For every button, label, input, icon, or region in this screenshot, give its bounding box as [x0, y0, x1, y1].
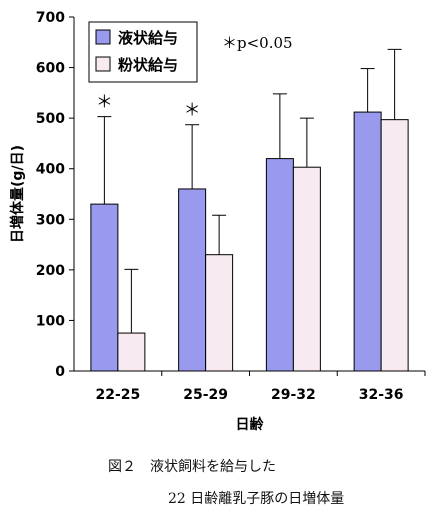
legend-swatch	[95, 56, 111, 72]
bar	[353, 111, 382, 372]
y-tick-label: 600	[36, 61, 65, 77]
figure-caption-line-1: 図２ 液状飼料を給与した	[108, 459, 276, 475]
x-tick-label: 25-29	[183, 387, 228, 403]
bar	[265, 158, 294, 372]
bar-chart: 0 100 200 300 400 500 600 700 22-25 ＊ 25-29 ＊ 29-32 3…	[9, 10, 426, 433]
p-value-annotation: ＊p<0.05	[222, 34, 293, 52]
y-tick-label: 0	[55, 364, 65, 380]
legend-label: 粉状給与	[118, 56, 178, 74]
y-axis-title: 日増体量(g/日)	[9, 145, 26, 243]
x-tick-label: 32-36	[359, 387, 404, 403]
y-tick-label: 200	[36, 263, 65, 279]
legend-label: 液状給与	[118, 29, 178, 47]
bar	[380, 119, 409, 372]
y-tick-label: 500	[36, 111, 65, 127]
bar	[90, 203, 119, 372]
chart: 0 100 200 300 400 500 600 700 22-25 ＊ 25-29 ＊ 29-32 3…	[9, 10, 426, 433]
x-axis-title: 日齢	[236, 416, 265, 433]
x-tick-label: 29-32	[271, 387, 316, 403]
bar	[178, 188, 207, 372]
bar	[292, 166, 321, 372]
significance-mark: ＊	[96, 93, 113, 113]
figure-caption-line-2: 22 日齢離乳子豚の日増体量	[168, 491, 345, 507]
bar	[205, 254, 234, 372]
x-tick-label: 22-25	[95, 387, 140, 403]
y-tick-label: 400	[36, 162, 65, 178]
bar	[117, 332, 146, 372]
y-tick-label: 100	[36, 313, 65, 329]
legend-swatch	[95, 29, 111, 45]
significance-mark: ＊	[184, 101, 201, 121]
y-tick-label: 300	[36, 212, 65, 228]
y-tick-label: 700	[36, 10, 65, 26]
